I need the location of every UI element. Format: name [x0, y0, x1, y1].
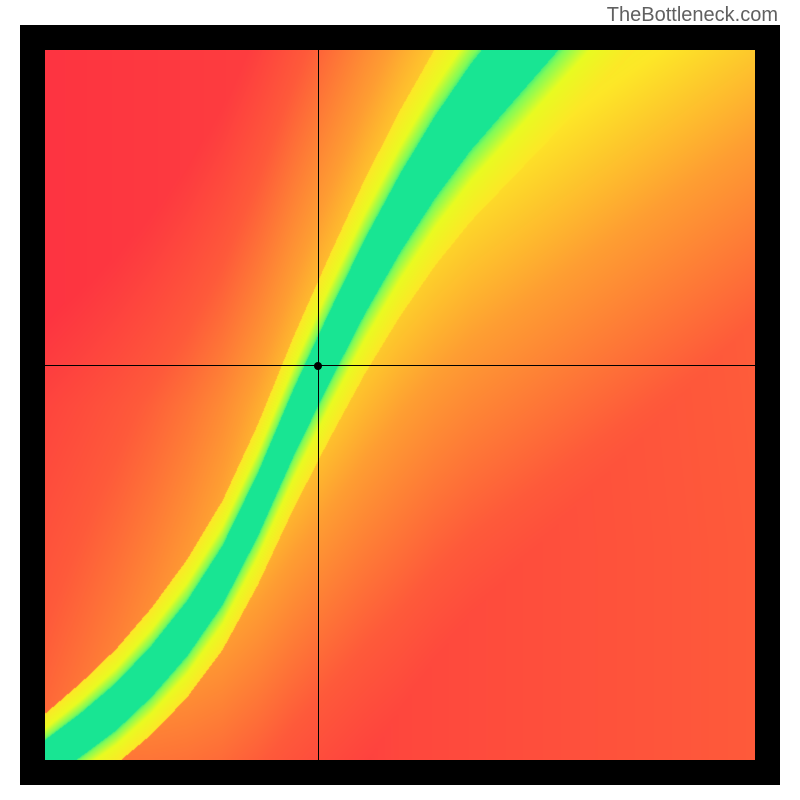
data-point-marker — [314, 362, 322, 370]
chart-container: TheBottleneck.com — [0, 0, 800, 800]
watermark-text: TheBottleneck.com — [607, 4, 778, 27]
heatmap-plot-area — [45, 50, 755, 760]
chart-outer-frame — [20, 25, 780, 785]
crosshair-vertical — [318, 50, 319, 760]
heatmap-canvas — [45, 50, 755, 760]
crosshair-horizontal — [45, 365, 755, 366]
